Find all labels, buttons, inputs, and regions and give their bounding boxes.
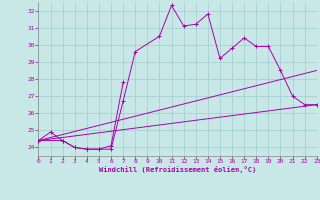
X-axis label: Windchill (Refroidissement éolien,°C): Windchill (Refroidissement éolien,°C)	[99, 166, 256, 173]
